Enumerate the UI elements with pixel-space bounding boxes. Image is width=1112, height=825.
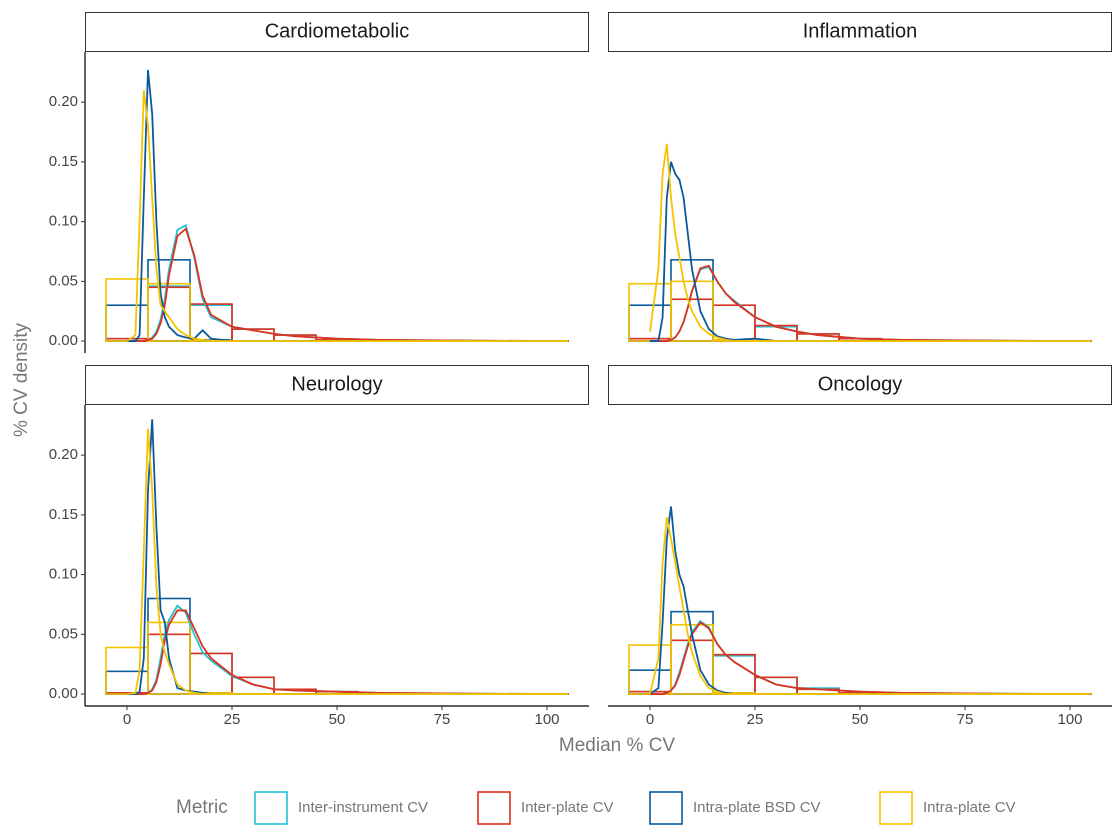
legend-key: [254, 791, 288, 825]
density-line: [126, 428, 568, 695]
histogram-bar: [147, 282, 191, 342]
y-tick-label: 0.10: [49, 213, 78, 230]
x-tick-label: 50: [329, 711, 346, 728]
legend-key: [879, 791, 913, 825]
legend-key: [649, 791, 683, 825]
density-line: [127, 227, 568, 342]
legend-title: Metric: [176, 797, 228, 818]
x-tick-label: 75: [957, 711, 974, 728]
x-tick-label: 0: [123, 711, 131, 728]
strip: [85, 365, 589, 405]
histogram-bar: [628, 304, 672, 342]
y-tick-label: 0.20: [49, 446, 78, 463]
y-tick-label: 0.15: [49, 153, 78, 170]
histogram-bar: [231, 676, 275, 695]
histogram-bar: [712, 653, 756, 695]
legend-label: Inter-instrument CV: [298, 799, 428, 816]
x-tick-label: 0: [646, 711, 654, 728]
y-tick-label: 0.05: [49, 625, 78, 642]
density-line: [650, 619, 1091, 695]
x-tick-label: 25: [224, 711, 241, 728]
density-line: [649, 517, 1091, 695]
density-line: [127, 609, 568, 695]
density-line: [650, 161, 1091, 342]
panel-title: Neurology: [291, 373, 382, 395]
x-tick-label: 25: [747, 711, 764, 728]
x-tick-label: 100: [1057, 711, 1082, 728]
density-line: [649, 143, 1091, 342]
density-line: [127, 69, 568, 342]
y-tick-label: 0.10: [49, 566, 78, 583]
histogram-bar: [712, 304, 756, 342]
strip: [608, 365, 1112, 405]
histogram-bar: [712, 304, 756, 342]
panel-title: Cardiometabolic: [265, 20, 410, 42]
panel-title: Inflammation: [803, 20, 918, 42]
histogram-bar: [670, 280, 714, 342]
density-line: [127, 223, 568, 342]
y-tick-label: 0.05: [49, 272, 78, 289]
y-axis-title: % CV density: [11, 322, 32, 437]
density-line: [126, 90, 568, 342]
y-tick-label: 0.00: [49, 332, 78, 349]
histogram-bar: [628, 282, 672, 342]
legend-label: Inter-plate CV: [521, 799, 614, 816]
legend-key: [477, 791, 511, 825]
density-line: [127, 604, 568, 695]
x-tick-label: 75: [434, 711, 451, 728]
histogram-bar: [754, 676, 798, 695]
x-tick-label: 50: [852, 711, 869, 728]
y-tick-label: 0.20: [49, 93, 78, 110]
strip: [85, 12, 589, 52]
histogram-bar: [670, 623, 714, 695]
panel-title: Oncology: [818, 373, 903, 395]
histogram-bar: [147, 597, 191, 695]
x-tick-label: 100: [534, 711, 559, 728]
y-tick-label: 0.15: [49, 506, 78, 523]
density-line: [650, 264, 1091, 342]
histogram-bar: [105, 304, 149, 342]
density-line: [649, 506, 1091, 695]
density-line: [650, 621, 1091, 695]
legend-label: Intra-plate CV: [923, 799, 1016, 816]
histogram-bar: [754, 676, 798, 695]
x-axis-title: Median % CV: [559, 735, 675, 756]
histogram-bar: [231, 676, 275, 695]
legend-label: Intra-plate BSD CV: [693, 799, 821, 816]
y-tick-label: 0.00: [49, 685, 78, 702]
